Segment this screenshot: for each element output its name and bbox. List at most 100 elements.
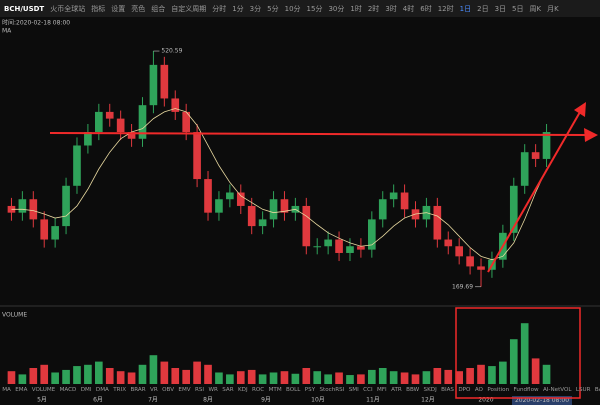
period-button[interactable]: 10分 [284,4,301,13]
volume-bar [335,372,343,384]
volume-bar [204,364,212,384]
volume-bar [313,371,322,384]
period-button[interactable]: 6时 [420,4,432,13]
volume-bar [171,368,180,384]
indicator-tab[interactable]: VOLUME [31,387,56,393]
period-button[interactable]: 3时 [385,4,397,13]
toolbar-button[interactable]: 指标 [91,4,106,13]
indicator-tab[interactable]: BIAS [441,387,454,393]
indicator-tab[interactable]: VR [150,387,158,393]
indicator-tab[interactable]: Position [487,387,510,393]
indicator-tab[interactable]: LSUR [575,387,591,393]
indicator-tab[interactable]: StochRSI [319,387,345,393]
indicator-tab[interactable]: KDJ [237,387,248,393]
candle-body [324,239,332,247]
volume-bar [367,369,376,384]
indicator-tab[interactable]: WR [208,387,218,393]
candle-body [400,192,409,210]
toolbar-button[interactable]: 设置 [111,4,126,13]
volume-bar [29,368,38,384]
period-button[interactable]: 2日 [477,4,489,13]
volume-bar [182,369,191,384]
period-button[interactable]: 1时 [350,4,362,13]
volume-bar [324,374,332,384]
time-info: 时间:2020-02-18 08:00 [2,19,70,27]
indicator-tab[interactable]: SKDJ [423,387,437,393]
period-button[interactable]: 月K [547,4,559,13]
candle-body [269,199,278,220]
indicator-tab[interactable]: CCI [363,387,373,393]
period-button[interactable]: 周K [529,4,542,13]
period-button[interactable]: 5日 [512,4,524,13]
indicator-tab[interactable]: DPO [458,387,471,393]
indicator-tab[interactable]: BBW [406,387,420,393]
exchange[interactable]: 火币全球站 [50,4,86,13]
period-button[interactable]: 3分 [249,4,262,13]
indicator-tab[interactable]: AO [474,387,483,393]
candle-body [531,152,540,159]
candle-body [520,152,529,186]
toolbar-button[interactable]: 亮色 [131,4,146,13]
period-button[interactable]: 15分 [306,4,323,13]
period-button[interactable]: 1分 [232,4,244,13]
indicator-tab[interactable]: EMV [178,387,191,393]
period-button[interactable]: 分时 [212,4,227,13]
indicator-tab[interactable]: DMI [80,387,92,393]
volume-bar [51,372,59,384]
volume-bar [433,368,442,384]
candle-body [477,266,485,270]
candle-body [455,246,464,257]
toolbar-button[interactable]: 组合 [151,4,166,13]
volume-bar [215,372,223,384]
candle-body [335,239,343,253]
indicator-tab[interactable]: AI-NetVOL [542,387,572,393]
indicator-tab[interactable]: BOLL [286,387,301,393]
indicator-tab[interactable]: TRIX [113,387,127,393]
indicator-tab[interactable]: MACD [59,387,77,393]
period-button[interactable]: 3日 [494,4,507,13]
candle-body [444,239,453,247]
indicator-tab[interactable]: BRAR [130,387,146,393]
indicator-tab[interactable]: BASIS [594,387,600,393]
period-button[interactable]: 1日 [459,4,472,13]
period-button[interactable]: 30分 [328,4,345,13]
indicator-tab[interactable]: MTM [268,387,282,393]
x-tick-label: 8月 [203,397,213,404]
period-button[interactable]: 2时 [367,4,380,13]
indicator-tab[interactable]: Fundflow [513,387,539,393]
indicator-tab[interactable]: EMA [15,387,28,393]
x-tick-label: 9月 [261,397,271,404]
indicator-tab[interactable]: RSI [194,387,205,393]
candle-body [542,132,551,159]
volume-bar [269,372,278,384]
indicator-tab[interactable]: MFI [377,387,387,393]
volume-bar [499,361,507,384]
volume-bar [73,366,81,384]
volume-bar [116,371,125,384]
volume-bar [389,371,398,384]
period-button[interactable]: 12时 [437,4,454,13]
period-button[interactable]: 5分 [267,4,279,13]
indicator-tab[interactable]: ROC [252,387,265,393]
indicator-tab[interactable]: ATR [391,387,402,393]
candle-body [193,132,201,180]
volume-bar [422,371,431,384]
candle-body [182,111,191,133]
custom-period[interactable]: 自定义周期 [171,4,207,13]
candle-body [73,145,81,186]
volume-bar [226,374,234,384]
indicator-tab[interactable]: PSY [304,387,316,393]
indicator-tab[interactable]: OBV [162,387,175,393]
volume-bar [94,361,103,384]
indicator-tab[interactable]: MA [2,387,11,393]
volume-bar [542,364,551,384]
indicator-tab[interactable]: SAR [222,387,234,393]
period-button[interactable]: 4时 [402,4,415,13]
volume-bar [378,368,387,384]
indicator-tab[interactable]: SMI [348,387,359,393]
indicator-tab[interactable]: DMA [95,387,109,393]
candle-body [466,256,474,267]
volume-bar [357,374,365,384]
volume-bar [84,364,92,384]
